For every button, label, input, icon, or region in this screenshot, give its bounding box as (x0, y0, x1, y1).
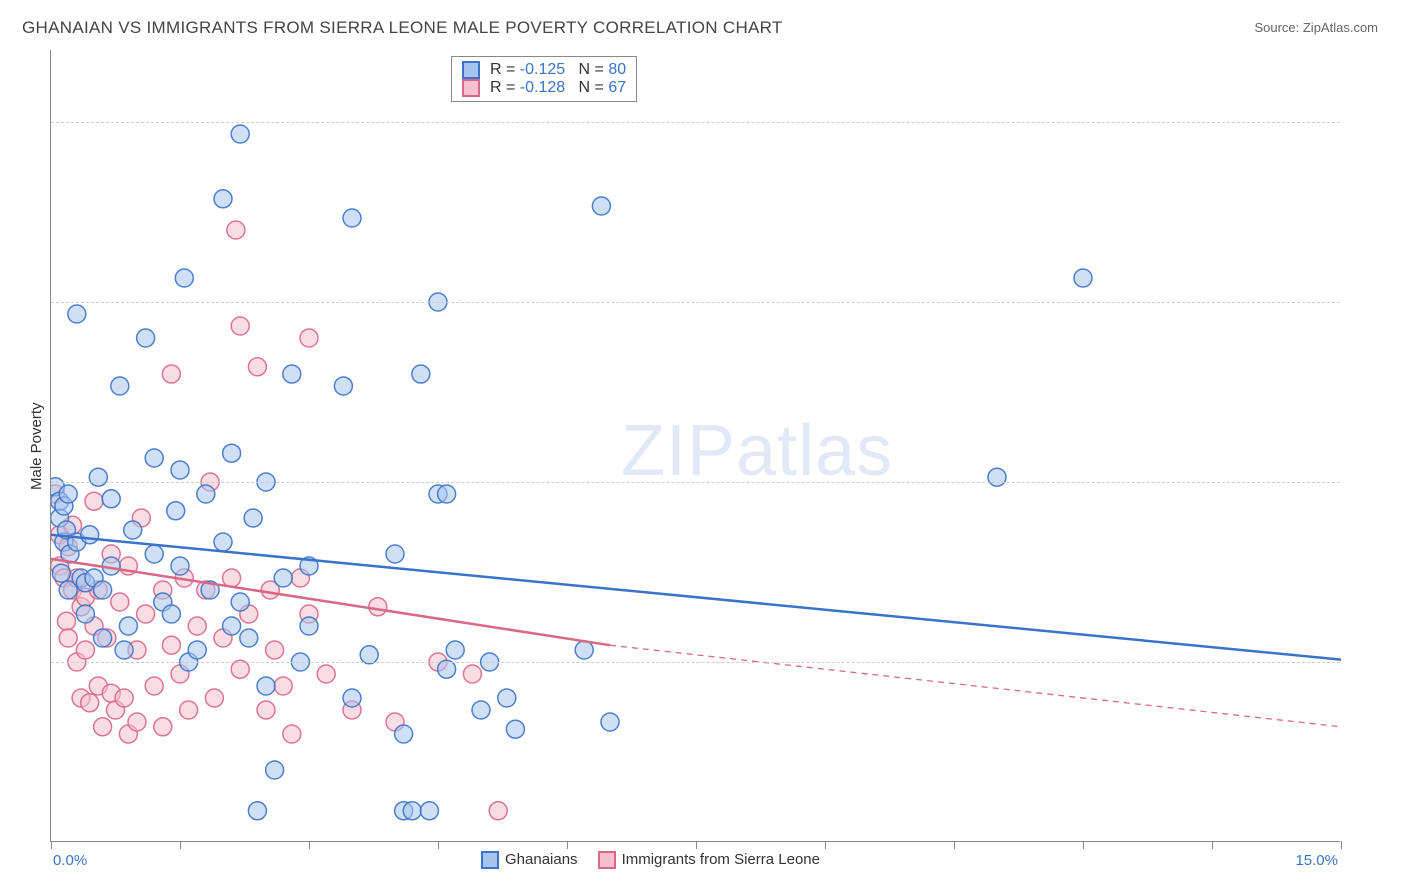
y-axis-label: Male Poverty (28, 402, 45, 490)
legend-item-ghanaians: Ghanaians (481, 851, 578, 869)
legend-bottom: Ghanaians Immigrants from Sierra Leone (481, 851, 820, 869)
stats-swatch-blue (462, 61, 480, 79)
stats-n-value-1: 67 (608, 79, 626, 97)
stats-r-label: R = (490, 61, 515, 79)
legend-swatch-blue (481, 851, 499, 869)
stats-r-label: R = (490, 79, 515, 97)
chart-title: GHANAIAN VS IMMIGRANTS FROM SIERRA LEONE… (22, 18, 783, 38)
stats-swatch-pink (462, 79, 480, 97)
stats-row-sierra-leone: R = -0.128 N = 67 (462, 79, 626, 97)
stats-n-value-0: 80 (608, 61, 626, 79)
stats-n-label: N = (579, 61, 604, 79)
stats-row-ghanaians: R = -0.125 N = 80 (462, 61, 626, 79)
stats-n-label: N = (579, 79, 604, 97)
legend-item-sierra-leone: Immigrants from Sierra Leone (598, 851, 820, 869)
stats-r-value-1: -0.128 (520, 79, 565, 97)
stats-r-value-0: -0.125 (520, 61, 565, 79)
source-attribution: Source: ZipAtlas.com (1254, 20, 1378, 35)
correlation-stats-box: R = -0.125 N = 80 R = -0.128 N = 67 (451, 56, 637, 102)
legend-label-sierra-leone: Immigrants from Sierra Leone (622, 851, 820, 868)
chart-plot-area: ZIPatlas 7.5%15.0%22.5%30.0% 0.0% 15.0% … (50, 50, 1340, 842)
legend-swatch-pink (598, 851, 616, 869)
x-axis-min-label: 0.0% (53, 852, 87, 869)
x-axis-max-label: 15.0% (1295, 852, 1338, 869)
scatter-svg (51, 50, 1341, 842)
legend-label-ghanaians: Ghanaians (505, 851, 578, 868)
